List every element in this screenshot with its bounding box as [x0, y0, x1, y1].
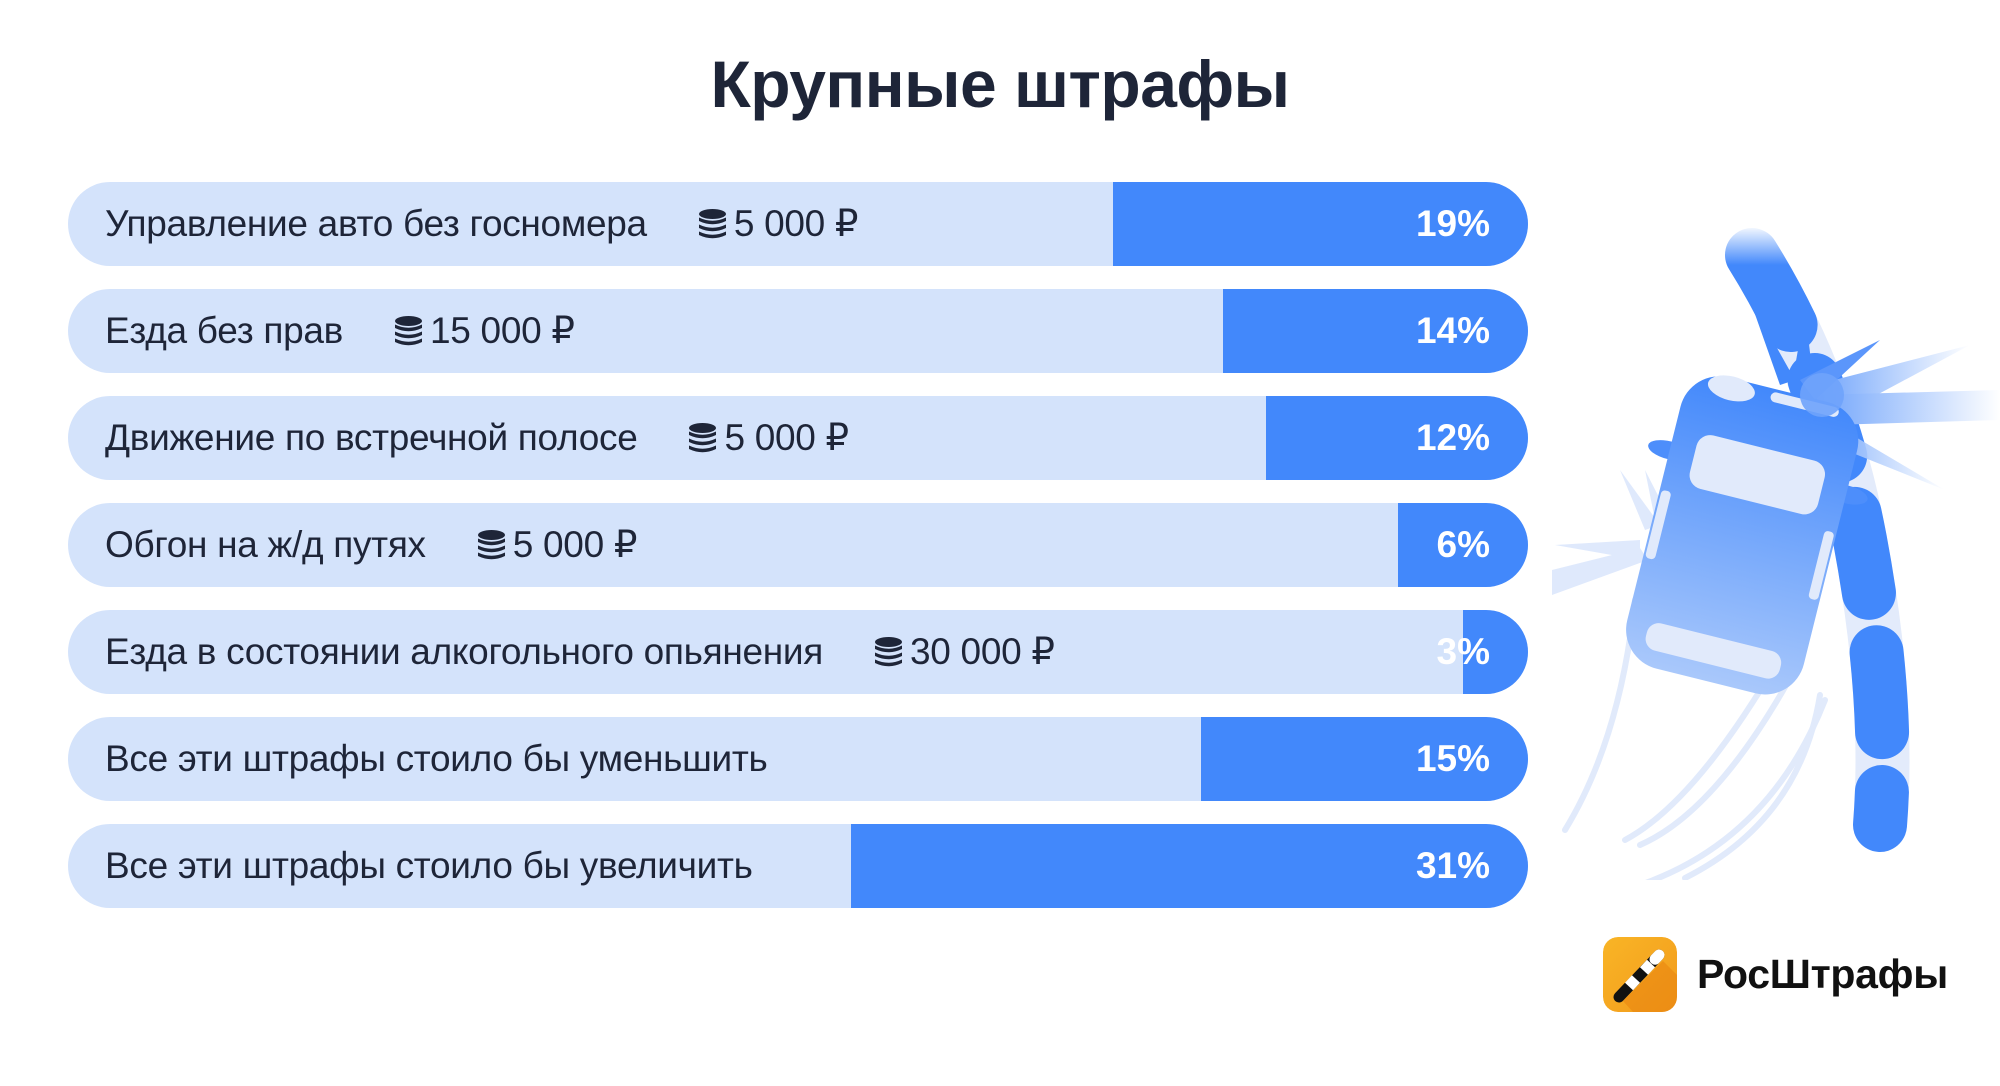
fine-amount: 5 000 ₽	[477, 503, 638, 587]
percent-value: 15%	[1415, 738, 1490, 779]
bar-label: Езда без прав	[105, 310, 344, 351]
bar-row: Все эти штрафы стоило бы уменьшить 15%	[68, 717, 1528, 801]
fine-value: 30 000 ₽	[910, 631, 1055, 672]
bar-fill	[1113, 182, 1528, 266]
brand-logo: РосШтрафы	[1603, 937, 1948, 1012]
bar-row: Движение по встречной полосе 5 000 ₽ 12%	[68, 396, 1528, 480]
bar-label: Управление авто без госномера	[105, 203, 647, 244]
bar-row: Все эти штрафы стоило бы увеличить 31%	[68, 824, 1528, 908]
car-crash-barrier-illustration	[1552, 225, 2000, 880]
bar-label: Обгон на ж/д путях	[105, 524, 426, 565]
bar-row: Езда без прав 15 000 ₽ 14%	[68, 289, 1528, 373]
bar-label: Все эти штрафы стоило бы уменьшить	[105, 738, 768, 779]
fine-amount: 5 000 ₽	[689, 396, 849, 480]
brand-name: РосШтрафы	[1697, 951, 1948, 997]
fine-amount: 15 000 ₽	[395, 289, 575, 373]
fine-value: 5 000 ₽	[724, 417, 849, 458]
coin-stack-icon	[875, 636, 902, 666]
percent-value: 3%	[1436, 631, 1490, 672]
bar-row: Обгон на ж/д путях 5 000 ₽ 6%	[68, 503, 1528, 587]
fine-value: 5 000 ₽	[512, 524, 638, 565]
bar-fill	[1201, 717, 1528, 801]
percent-value: 31%	[1415, 845, 1490, 886]
percent-value: 6%	[1436, 524, 1490, 565]
bar-row: Езда в состоянии алкогольного опьянения …	[68, 610, 1528, 694]
coin-stack-icon	[477, 529, 505, 559]
fine-value: 5 000 ₽	[733, 203, 859, 244]
bar-row: Управление авто без госномера 5 000 ₽ 19…	[68, 182, 1528, 266]
bar-label: Езда в состоянии алкогольного опьянения	[105, 631, 823, 672]
bar-fill	[1266, 396, 1528, 480]
page-title: Крупные штрафы	[710, 47, 1290, 121]
bar-fill	[1223, 289, 1528, 373]
barrier-logo-icon	[1603, 937, 1677, 1012]
bar-label: Движение по встречной полосе	[105, 417, 638, 458]
bar-fill	[851, 824, 1528, 908]
percent-value: 12%	[1415, 417, 1490, 458]
bar-chart: Управление авто без госномера 5 000 ₽ 19…	[68, 182, 1528, 931]
bar-label: Все эти штрафы стоило бы увеличить	[105, 845, 753, 886]
fine-value: 15 000 ₽	[430, 310, 575, 351]
percent-value: 14%	[1415, 310, 1490, 351]
coin-stack-icon	[689, 422, 717, 452]
fine-amount: 5 000 ₽	[698, 182, 859, 266]
fine-amount: 30 000 ₽	[875, 610, 1055, 694]
bar-fill	[1463, 610, 1528, 694]
bar-fill	[1398, 503, 1528, 587]
coin-stack-icon	[395, 315, 423, 345]
percent-value: 19%	[1415, 203, 1490, 244]
coin-stack-icon	[698, 208, 726, 238]
